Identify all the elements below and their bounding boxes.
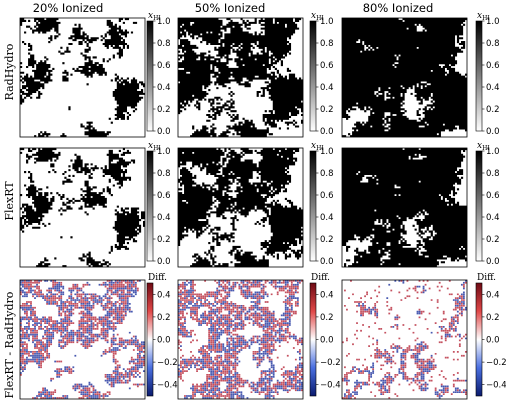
colorbar-tick-label: −0.2 xyxy=(320,358,341,368)
colorbar-title: Diff. xyxy=(477,273,496,283)
colorbars: xHI1.00.80.60.40.20.0xHI1.00.80.60.40.20… xyxy=(146,11,506,397)
colorbar-tick-label: 1.0 xyxy=(157,17,171,27)
colorbar-tick-label: −0.4 xyxy=(320,381,341,391)
panel-2-2 xyxy=(177,147,304,268)
colorbar-title: xHI xyxy=(148,141,161,152)
column-title-80: 80% Ionized xyxy=(363,1,434,15)
colorbar-tick-label: 0.6 xyxy=(157,191,171,201)
colorbar-tick-label: 0.4 xyxy=(320,290,334,300)
colorbar-tick-label: 0.2 xyxy=(157,235,171,245)
colorbar-tick-label: 0.6 xyxy=(320,191,334,201)
colorbar-tick-label: 0.0 xyxy=(486,127,500,137)
colorbar-tick-label: 1.0 xyxy=(320,147,334,157)
colorbar-tick-label: 1.0 xyxy=(486,147,500,157)
column-title-50: 50% Ionized xyxy=(195,1,266,15)
colorbar-tick-label: 0.0 xyxy=(486,257,500,267)
colorbar-tick-label: 0.8 xyxy=(486,169,500,179)
panel-2-1 xyxy=(19,147,146,268)
colorbar-tick-label: 0.8 xyxy=(320,169,334,179)
colorbar-tick-label: 0.8 xyxy=(157,169,171,179)
colorbar-tick-label: 0.4 xyxy=(486,290,500,300)
colorbar-tick-label: −0.4 xyxy=(157,381,178,391)
colorbar-tick-label: 0.2 xyxy=(157,105,171,115)
colorbar-tick-label: 0.4 xyxy=(157,213,171,223)
colorbar-tick-label: 0.4 xyxy=(157,83,171,93)
colorbar-tick-label: 1.0 xyxy=(157,147,171,157)
map-panels xyxy=(19,17,468,400)
panel-1-1 xyxy=(19,17,146,138)
colorbar-3-3: Diff. 0.4 0.2 0.0 −0.2 −0.4 xyxy=(475,273,506,397)
colorbar-tick-label: 0.4 xyxy=(486,83,500,93)
colorbar-tick-label: 0.0 xyxy=(320,257,334,267)
colorbar-tick-label: 0.4 xyxy=(320,213,334,223)
row-label-radhydro: RadHydro xyxy=(3,43,16,100)
panel-3-1 xyxy=(19,279,146,400)
colorbar-tick-label: 0.0 xyxy=(157,336,171,346)
colorbar-title: xHI xyxy=(477,11,490,22)
colorbar-title: xHI xyxy=(311,141,324,152)
colorbar-tick-label: 0.0 xyxy=(157,127,171,137)
colorbar-tick-label: 0.2 xyxy=(486,105,500,115)
colorbar-tick-label: 0.6 xyxy=(320,61,334,71)
colorbar-tick-label: 0.2 xyxy=(320,235,334,245)
panel-1-3 xyxy=(341,17,468,138)
colorbar-tick-label: 0.8 xyxy=(320,39,334,49)
colorbar-tick-label: 0.6 xyxy=(486,191,500,201)
colorbar-tick-label: 0.6 xyxy=(486,61,500,71)
colorbar-tick-label: 0.4 xyxy=(486,213,500,223)
colorbar-tick-label: 0.8 xyxy=(157,39,171,49)
panel-3-3 xyxy=(341,279,468,400)
colorbar-title: xHI xyxy=(477,141,490,152)
panel-1-2 xyxy=(177,17,304,138)
panel-2-3 xyxy=(341,147,468,268)
colorbar-3-2: Diff. 0.4 0.2 0.0 −0.2 −0.4 xyxy=(309,273,341,397)
column-title-20: 20% Ionized xyxy=(33,1,104,15)
colorbar-title: Diff. xyxy=(148,273,167,283)
colorbar-tick-label: 0.2 xyxy=(486,313,500,323)
colorbar-title: xHI xyxy=(148,11,161,22)
colorbar-tick-label: 0.8 xyxy=(486,39,500,49)
colorbar-3-1: Diff. 0.4 0.2 0.0 −0.2 −0.4 xyxy=(146,273,178,397)
panel-3-2 xyxy=(177,279,304,400)
colorbar-tick-label: 0.4 xyxy=(157,290,171,300)
row-label-flexrt: FlexRT xyxy=(3,181,16,221)
row-label-difference: FlexRT - RadHydro xyxy=(3,291,16,398)
colorbar-tick-label: 0.0 xyxy=(157,257,171,267)
colorbar-tick-label: −0.4 xyxy=(486,381,506,391)
colorbar-tick-label: 0.2 xyxy=(486,235,500,245)
colorbar-tick-label: 0.2 xyxy=(320,105,334,115)
colorbar-title: xHI xyxy=(311,11,324,22)
colorbar-tick-label: 0.2 xyxy=(157,313,171,323)
colorbar-tick-label: 0.2 xyxy=(320,313,334,323)
colorbar-tick-label: 0.4 xyxy=(320,83,334,93)
colorbar-title: Diff. xyxy=(311,273,330,283)
colorbar-tick-label: −0.2 xyxy=(486,358,506,368)
colorbar-tick-label: 0.0 xyxy=(486,336,500,346)
colorbar-tick-label: 1.0 xyxy=(320,17,334,27)
colorbar-tick-label: 0.6 xyxy=(157,61,171,71)
colorbar-tick-label: 1.0 xyxy=(486,17,500,27)
colorbar-tick-label: 0.0 xyxy=(320,127,334,137)
colorbar-tick-label: 0.0 xyxy=(320,336,334,346)
colorbar-tick-label: −0.2 xyxy=(157,358,178,368)
